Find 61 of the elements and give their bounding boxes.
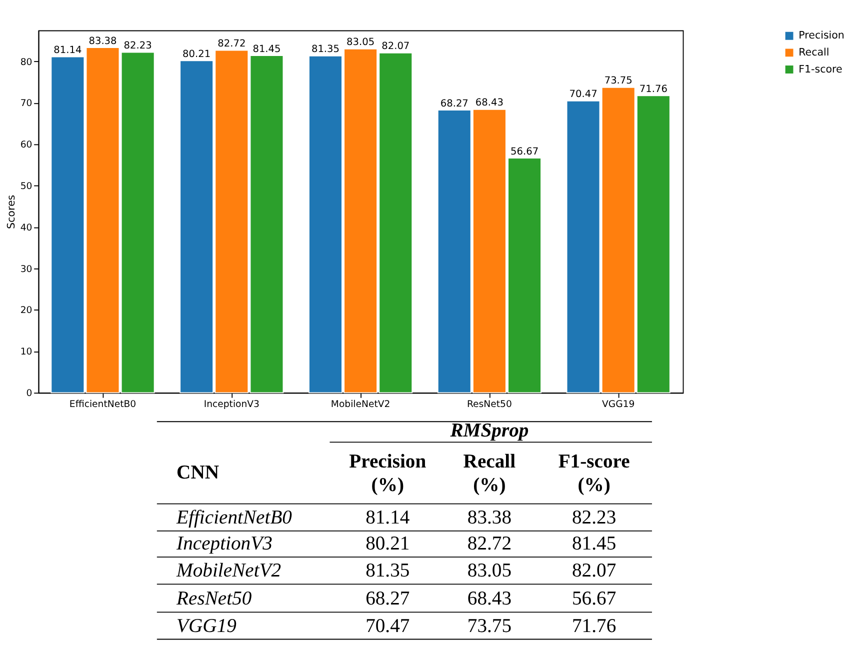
data-label: 68.27 <box>366 588 410 610</box>
y-tick-label: 20 <box>20 305 32 316</box>
data-label: 82.07 <box>382 41 410 52</box>
text: CNN <box>176 462 220 484</box>
y-tick-label: 70 <box>20 98 32 110</box>
data-label: 73.75 <box>467 616 512 637</box>
category-label: MobileNetV2 <box>176 560 282 582</box>
data-label: 83.05 <box>467 560 512 582</box>
legend-label: Precision <box>798 30 844 42</box>
x-tick-label: MobileNetV2 <box>330 399 390 410</box>
data-label: 83.38 <box>467 507 512 528</box>
y-tick-label: 80 <box>20 56 32 68</box>
text: F1-score <box>558 451 630 472</box>
category-label: ResNet50 <box>176 588 252 610</box>
data-label: 81.45 <box>572 534 616 555</box>
data-label: 82.72 <box>467 534 512 555</box>
y-axis-title: Scores <box>6 194 18 229</box>
data-label: 82.72 <box>218 38 246 50</box>
data-label: 70.47 <box>366 616 410 637</box>
y-tick-label: 50 <box>20 180 32 192</box>
data-label: 81.45 <box>252 44 281 55</box>
text: (%) <box>578 474 610 496</box>
data-label: 81.14 <box>366 507 410 528</box>
data-label: 81.35 <box>366 560 410 582</box>
y-tick-label: 60 <box>20 140 32 151</box>
data-label: 83.38 <box>88 36 117 47</box>
category-label: VGG19 <box>176 616 237 637</box>
data-label: 68.43 <box>467 588 512 610</box>
category-label: InceptionV3 <box>176 534 273 555</box>
text: RMSprop <box>449 420 529 442</box>
data-label: 80.21 <box>182 48 211 60</box>
legend-label: F1-score <box>798 63 842 76</box>
data-label: 83.05 <box>346 37 375 48</box>
x-tick-label: EfficientNetB0 <box>69 399 136 410</box>
data-label: 71.76 <box>572 616 616 637</box>
y-tick-label: 40 <box>20 222 32 234</box>
category-label: EfficientNetB0 <box>176 507 292 528</box>
text: Precision <box>349 451 426 472</box>
data-label: 82.23 <box>124 40 152 52</box>
x-tick-label: VGG19 <box>602 399 635 410</box>
x-tick-label: ResNet50 <box>466 399 512 410</box>
data-label: 70.47 <box>569 89 598 100</box>
data-label: 71.76 <box>639 84 668 95</box>
y-tick-label: 30 <box>20 264 32 275</box>
data-label: 68.43 <box>475 98 504 109</box>
data-label: 68.27 <box>440 98 468 110</box>
data-label: 73.75 <box>604 76 632 87</box>
data-label: 82.23 <box>572 507 616 528</box>
data-label: 56.67 <box>572 588 616 610</box>
text: Recall <box>463 451 516 472</box>
legend-label: Recall <box>798 46 830 58</box>
x-tick-label: InceptionV3 <box>204 399 260 410</box>
text: (%) <box>473 474 506 496</box>
y-tick-label: 10 <box>20 346 32 358</box>
text: (%) <box>371 474 404 496</box>
data-label: 80.21 <box>366 534 410 555</box>
data-label: 81.35 <box>311 44 340 56</box>
data-label: 82.07 <box>572 560 616 582</box>
y-tick-label: 0 <box>26 388 32 399</box>
data-label: 56.67 <box>510 146 539 158</box>
data-label: 81.14 <box>54 45 82 56</box>
